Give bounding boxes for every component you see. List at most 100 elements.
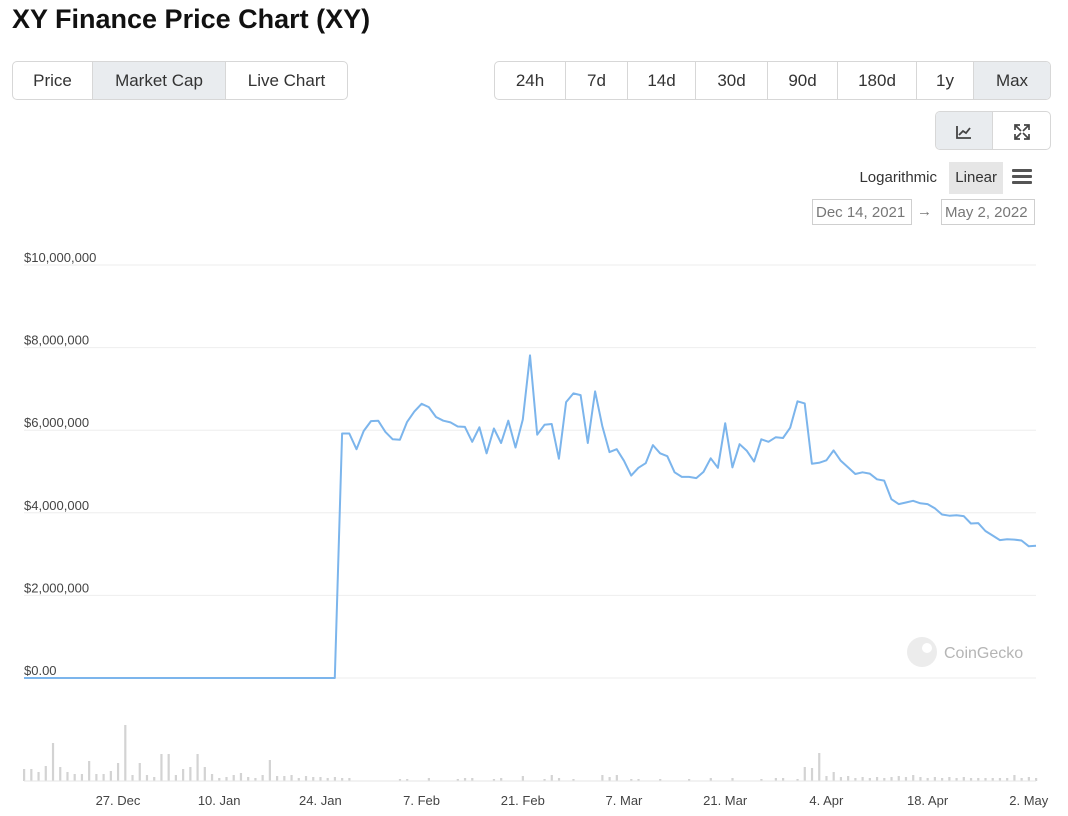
range-90d-button[interactable]: 90d [768,62,838,99]
volume-bar [883,778,886,781]
linear-scale-option[interactable]: Linear [949,162,1003,194]
volume-bar [44,766,47,781]
volume-bar [109,771,112,781]
volume-bar [88,761,91,781]
tab-market-cap[interactable]: Market Cap [93,62,226,99]
range-14d-button[interactable]: 14d [628,62,696,99]
volume-bar [630,779,633,781]
tab-live-chart[interactable]: Live Chart [247,71,326,90]
volume-bar [969,778,973,781]
volume-bar [782,778,785,781]
x-tick-label: 21. Mar [703,793,748,808]
volume-bar [912,775,915,781]
volume-bar [774,778,777,781]
y-axis-labels: $0.00 $2,000,000 $4,000,000 $6,000,000 $8,00… [24,250,96,678]
x-tick-label: 7. Feb [403,793,440,808]
volume-bar [268,760,271,781]
volume-bar [30,769,33,781]
volume-bar [463,778,467,781]
volume-bar [825,776,828,781]
volume-bar [637,779,640,781]
metric-tab-group: Price Market Cap Live Chart [12,61,348,100]
volume-bar [861,777,864,781]
volume-bar [398,779,402,781]
range-180d-button[interactable]: 180d [838,62,917,99]
volume-bar [276,776,279,781]
volume-bar [550,775,553,781]
volume-bar [521,776,524,781]
range-1y-button[interactable]: 1y [917,62,974,99]
volume-bar [919,777,922,781]
date-from-input[interactable]: Dec 14, 2021 [812,199,912,225]
date-range-arrow: → [917,203,932,220]
y-tick-label: $2,000,000 [24,580,89,595]
volume-bar [991,778,994,781]
market-cap-line [24,354,1037,679]
page-title: XY Finance Price Chart (XY) [12,4,371,34]
x-tick-label: 4. Apr [809,793,844,808]
volume-bar [890,777,893,781]
date-to-input[interactable]: May 2, 2022 [941,199,1035,225]
y-tick-label: $6,000,000 [24,415,89,430]
range-7d-button[interactable]: 7d [566,62,628,99]
y-tick-label: $0.00 [24,663,57,678]
volume-bar [341,778,344,781]
volume-bar [218,778,221,781]
hamburger-menu-icon[interactable] [1012,166,1032,188]
time-range-group: 24h 7d 14d 30d 90d 180d 1y Max [494,61,1051,100]
volume-bar [984,778,987,781]
volume-bar [962,777,965,781]
y-tick-label: $8,000,000 [24,333,89,348]
date-range-selector: Dec 14, 2021 → May 2, 2022 [0,199,1068,227]
volume-bar [225,777,228,781]
volume-bar [427,778,430,781]
fullscreen-button[interactable] [993,112,1050,149]
volume-bar [948,777,951,781]
range-max-button[interactable]: Max [974,62,1050,99]
coingecko-watermark: CoinGecko [907,637,1023,667]
volume-bar [406,779,409,781]
expand-icon [1013,123,1030,140]
volume-bar [977,778,980,781]
x-axis-labels: 27. Dec 10. Jan 24. Jan 7. Feb 21. Feb 7. Mar… [96,793,1049,808]
volume-bar [348,778,351,781]
volume-bar [73,774,76,781]
y-tick-label: $4,000,000 [24,498,89,513]
volume-bar [153,777,156,781]
volume-bar [319,777,322,781]
logarithmic-scale-option[interactable]: Logarithmic [859,169,937,186]
volume-bar [203,767,206,781]
volume-bar [847,776,850,781]
range-24h-button[interactable]: 24h [495,62,566,99]
x-tick-label: 18. Apr [907,793,949,808]
volume-bars [23,725,1038,782]
volume-bar [709,778,712,781]
volume-bar [854,778,857,781]
volume-bar [875,777,879,781]
tab-price[interactable]: Price [13,62,93,99]
volume-bar [760,779,763,781]
volume-bar [933,777,936,781]
volume-bar [66,772,69,781]
volume-bar [998,778,1002,781]
volume-bar [333,777,337,781]
volume-bar [897,776,900,781]
volume-bar [131,775,134,781]
volume-bar [500,778,503,781]
volume-bar [601,775,604,781]
x-tick-label: 7. Mar [606,793,644,808]
line-chart-view-button[interactable] [936,112,993,149]
volume-bar [37,772,40,781]
volume-bar [1027,777,1030,781]
range-30d-button[interactable]: 30d [696,62,768,99]
x-tick-label: 2. May [1009,793,1049,808]
volume-bar [95,774,98,781]
x-tick-label: 27. Dec [96,793,141,808]
coingecko-logo-eye [922,643,932,653]
volume-bar [23,769,26,781]
volume-bar [572,779,575,781]
volume-bar [160,754,163,781]
volume-bar [839,777,843,781]
volume-bar [1006,778,1009,781]
